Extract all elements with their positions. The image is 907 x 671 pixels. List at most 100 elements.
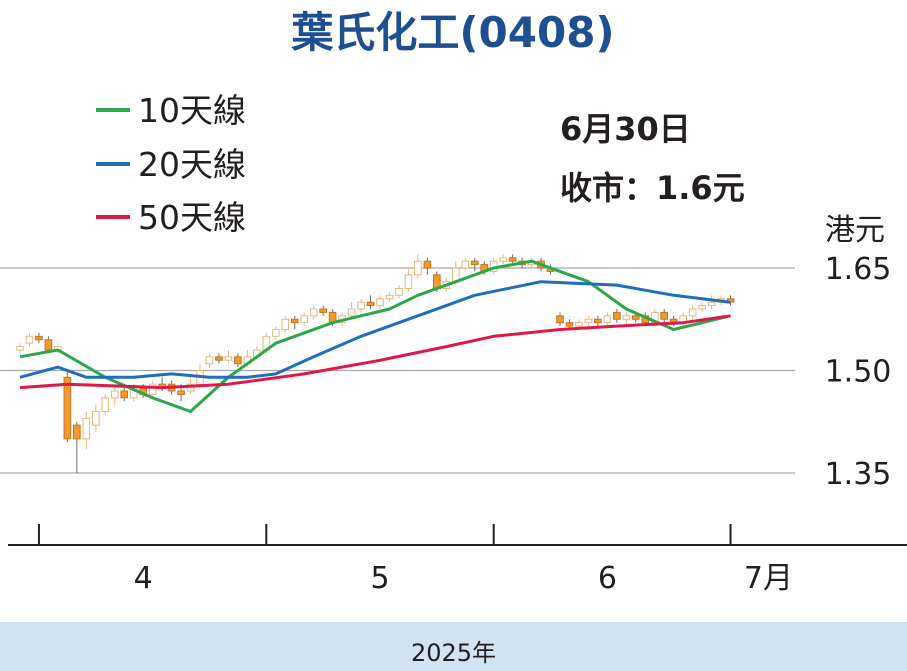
candle [357,298,365,313]
candle [584,315,593,327]
candle-body [613,311,621,320]
candle [414,254,422,279]
x-tick-label: 6 [598,561,617,596]
x-tick-label: 4 [134,561,153,596]
candle-body [215,356,223,361]
candle [508,254,517,265]
candle-body [16,346,24,351]
candle [594,315,602,327]
legend-label-ma20: 20天線 [138,145,246,184]
candle-body [499,257,507,262]
candle-body [395,288,403,296]
candle [16,343,24,354]
series-line [19,314,731,390]
candle [660,309,669,323]
candle [271,326,280,340]
candle [215,353,223,364]
chart-title: 葉氏化工(0408) [290,8,614,57]
candle-body [622,315,631,320]
candle-body [414,260,422,276]
x-tick-label: 5 [370,561,389,596]
candle-body [101,397,110,413]
candle [622,312,631,327]
candle-body [91,411,100,426]
candle [281,315,290,333]
candle-body [234,356,242,365]
series-line [19,259,731,413]
gridlines [0,267,795,474]
candle-body [44,339,53,351]
candle [234,353,242,368]
candle-body [281,318,290,330]
candle [698,302,706,313]
candle-body [63,376,72,440]
legend: 10天線 20天線 50天線 [96,91,246,237]
candle [499,254,507,265]
candle-body [631,315,640,320]
candle [63,370,72,443]
candle [224,350,233,364]
candle [603,312,612,327]
candle-body [25,335,34,344]
candle-body [290,318,299,324]
year-band [0,622,907,671]
x-tick-label: 7月 [744,561,793,596]
candle [101,394,110,415]
candle [319,305,327,316]
candle-body [508,257,517,262]
candle [290,315,299,330]
info-date: 6月30日 [560,110,691,148]
moving-averages [19,259,731,413]
candle-body [148,383,157,395]
candle-body [565,322,574,327]
candle-body [205,356,214,365]
candle-body [594,318,602,324]
candle-body [271,329,280,337]
candle-body [110,390,119,399]
candle-body [73,424,81,440]
candle [73,421,81,473]
y-axis-ticks: 1.35 1.50 1.65 [825,252,892,492]
y-axis-unit: 港元 [825,213,885,248]
candle [461,257,470,272]
year-label: 2025年 [410,639,497,667]
candle [205,353,214,368]
candle [366,295,375,309]
legend-label-ma50: 50天線 [138,198,246,237]
candle [148,380,157,398]
candle [25,332,34,347]
candle-body [461,260,470,269]
candle-body [603,315,612,324]
candle-body [376,298,384,307]
candle-body [309,308,318,317]
candle [423,257,432,275]
series-line [19,280,731,379]
candle [376,295,384,309]
candle [385,291,394,303]
candle [404,268,413,292]
candle-body [575,322,583,327]
candle-body [224,356,233,361]
candle [613,309,621,323]
x-axis-ticks: 4 5 6 7月 [37,524,793,596]
candle [347,302,356,320]
candle-body [584,318,593,324]
y-tick-label: 1.50 [825,355,892,390]
candle [82,411,91,450]
y-tick-label: 1.35 [825,457,892,492]
candle [300,312,309,327]
candle-body [82,417,91,440]
candle-body [556,315,564,324]
candle-body [366,301,375,307]
candle-body [319,308,327,313]
candle-body [120,390,129,399]
info-close-price: 收市：1.6元 [560,169,745,207]
candle-body [300,315,309,324]
candle [556,312,564,327]
candle [707,295,716,309]
candle-body [404,274,413,290]
candle-body [423,260,432,269]
candle-body [357,301,365,310]
legend-label-ma10: 10天線 [138,91,246,130]
